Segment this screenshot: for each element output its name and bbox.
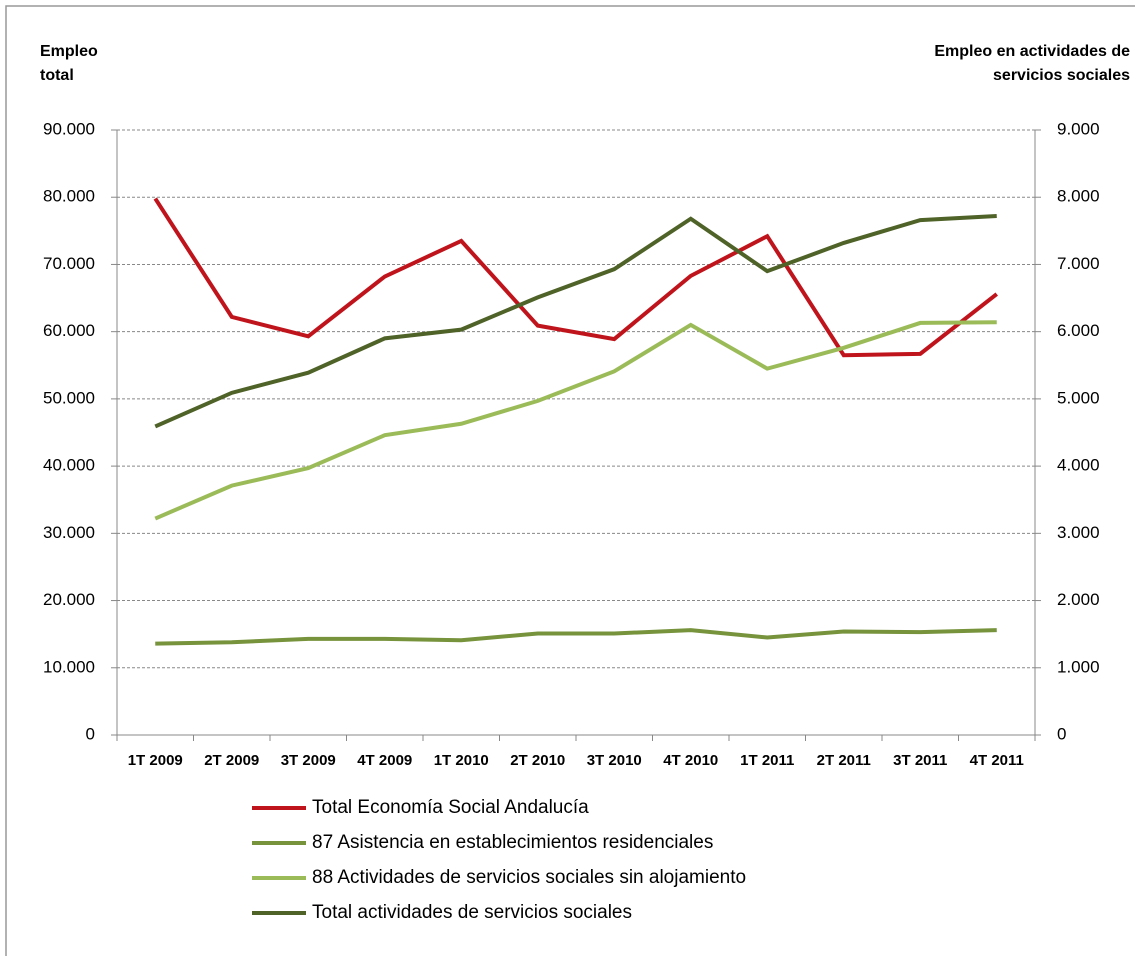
y2-tick-label: 5.000 xyxy=(1057,388,1100,407)
y2-tick-label: 4.000 xyxy=(1057,456,1100,475)
y2-tick-label: 2.000 xyxy=(1057,590,1100,609)
x-tick-label: 1T 2009 xyxy=(128,752,183,769)
y-tick-label: 20.000 xyxy=(43,590,95,609)
x-tick-label: 3T 2009 xyxy=(281,752,336,769)
x-tick-label: 3T 2010 xyxy=(587,752,642,769)
x-tick-label: 4T 2009 xyxy=(357,752,412,769)
legend-label: Total Economía Social Andalucía xyxy=(312,797,589,818)
y-tick-label: 0 xyxy=(86,724,95,743)
x-tick-label: 1T 2011 xyxy=(740,752,794,769)
x-tick-label: 4T 2010 xyxy=(663,752,718,769)
y-tick-label: 50.000 xyxy=(43,388,95,407)
y2-axis-title: Empleo en actividades de servicios socia… xyxy=(934,43,1130,84)
x-tick-label: 4T 2011 xyxy=(970,752,1024,769)
y-tick-label: 70.000 xyxy=(43,254,95,273)
y2-tick-label: 0 xyxy=(1057,724,1066,743)
series-line xyxy=(154,214,997,429)
y-tick-label: 80.000 xyxy=(43,187,95,206)
x-tick-label: 2T 2009 xyxy=(204,752,259,769)
y-tick-label: 90.000 xyxy=(43,119,95,138)
series-line xyxy=(154,320,997,521)
x-tick-label: 1T 2010 xyxy=(434,752,489,769)
border xyxy=(5,5,1135,956)
legend-label: Total actividades de servicios sociales xyxy=(312,902,632,923)
y2-tick-label: 1.000 xyxy=(1057,657,1100,676)
y-tick-label: 40.000 xyxy=(43,456,95,475)
y-tick-label: 60.000 xyxy=(43,321,95,340)
y2-tick-label: 9.000 xyxy=(1057,119,1100,138)
legend-label: 87 Asistencia en establecimientos reside… xyxy=(312,832,713,853)
y2-tick-label: 7.000 xyxy=(1057,254,1100,273)
y2-tick-label: 6.000 xyxy=(1057,321,1100,340)
x-tick-label: 3T 2011 xyxy=(893,752,947,769)
x-tick-label: 2T 2010 xyxy=(510,752,565,769)
y-tick-label: 30.000 xyxy=(43,523,95,542)
y2-tick-label: 8.000 xyxy=(1057,187,1100,206)
series-line xyxy=(155,628,997,646)
y2-tick-label: 3.000 xyxy=(1057,523,1100,542)
y-axis-title: Empleo total xyxy=(40,43,98,84)
series-line xyxy=(153,197,998,358)
x-tick-label: 2T 2011 xyxy=(817,752,871,769)
y-tick-label: 10.000 xyxy=(43,657,95,676)
legend-label: 88 Actividades de servicios sociales sin… xyxy=(312,867,746,888)
